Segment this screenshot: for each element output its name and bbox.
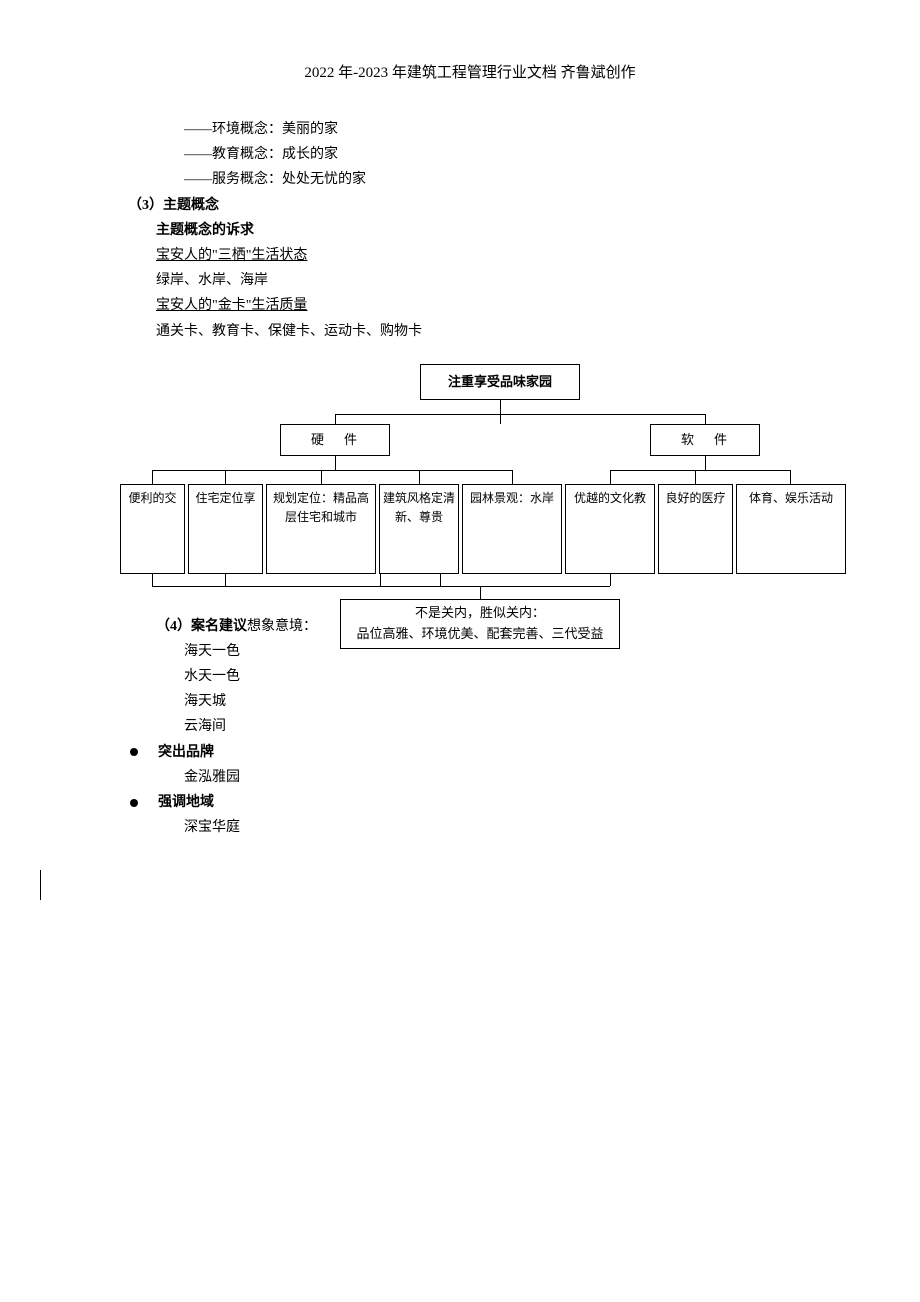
name-item: 海天城 [100,689,840,714]
leaf-planning: 规划定位：精品高层住宅和城市 [266,484,376,574]
connector [480,586,481,599]
diagram-bottom-box: 不是关内，胜似关内： 品位高雅、环境优美、配套完善、三代受益 [340,599,620,649]
software-box: 软件 [650,424,760,456]
brand-name: 金泓雅园 [100,765,840,790]
connector [152,470,512,471]
diagram-top-box: 注重享受品味家园 [420,364,580,400]
connector [225,574,226,586]
leaf-medical: 良好的医疗 [658,484,733,574]
connector [500,400,501,424]
jinka-items: 通关卡、教育卡、保健卡、运动卡、购物卡 [100,319,840,344]
leaf-style: 建筑风格定清新、尊贵 [379,484,459,574]
connector [512,470,513,484]
connector [380,574,381,586]
connector [705,414,706,424]
bottom-line1: 不是关内，胜似关内： [356,603,603,624]
connector [321,470,322,484]
connector [152,470,153,484]
connector [610,574,611,586]
appeal-title: 主题概念的诉求 [100,218,840,243]
cursor-marker [40,870,41,900]
leaf-landscape: 园林景观：水岸 [462,484,562,574]
connector [440,574,441,586]
leaf-traffic: 便利的交 [120,484,185,574]
page-header: 2022 年-2023 年建筑工程管理行业文档 齐鲁斌创作 [100,60,840,87]
connector [705,456,706,470]
leaf-culture: 优越的文化教 [565,484,655,574]
connector [335,414,705,415]
connector [225,470,226,484]
bullet-icon [130,799,138,807]
name-item: 云海间 [100,714,840,739]
connector [152,586,610,587]
connector [419,470,420,484]
connector [610,470,611,484]
jinka-title: 宝安人的"金卡"生活质量 [100,293,840,318]
connector [152,574,153,586]
leaf-sports: 体育、娱乐活动 [736,484,846,574]
sanqi-items: 绿岸、水岸、海岸 [100,268,840,293]
sanqi-title: 宝安人的"三栖"生活状态 [100,243,840,268]
concept-edu: ——教育概念：成长的家 [100,142,840,167]
region-name: 深宝华庭 [100,815,840,840]
connector [610,470,790,471]
bottom-line2: 品位高雅、环境优美、配套完善、三代受益 [356,624,603,645]
region-title: 强调地域 [158,790,214,815]
concept-svc: ——服务概念：处处无忧的家 [100,167,840,192]
connector [695,470,696,484]
concept-diagram: 注重享受品味家园 硬件 软件 便利的交 住宅定位享 规划定位：精品高层住宅和城市… [80,364,900,634]
leaf-position: 住宅定位享 [188,484,263,574]
brand-title: 突出品牌 [158,740,214,765]
concept-env: ——环境概念：美丽的家 [100,117,840,142]
bullet-icon [130,748,138,756]
name-item: 水天一色 [100,664,840,689]
connector [335,414,336,424]
connector [790,470,791,484]
section3-title: （3）主题概念 [100,193,840,218]
connector [335,456,336,470]
hardware-box: 硬件 [280,424,390,456]
